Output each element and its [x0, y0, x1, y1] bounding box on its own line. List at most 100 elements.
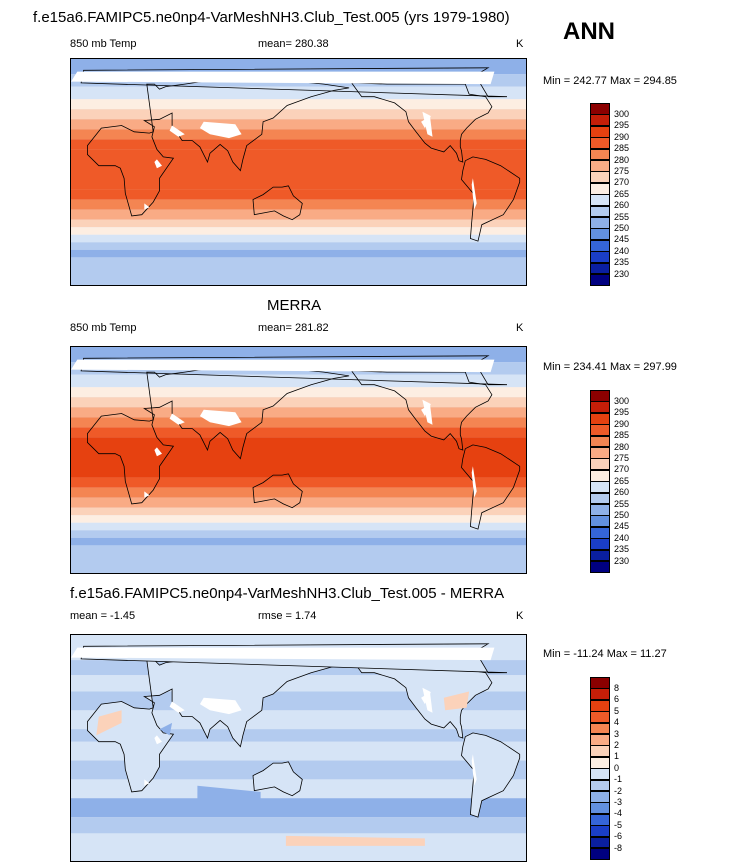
coastline-australia [252, 473, 303, 509]
season-label: ANN [563, 18, 615, 45]
field-band [71, 129, 526, 140]
topography-mask [471, 754, 477, 786]
field-band [71, 530, 526, 538]
colorbar-box [590, 390, 610, 402]
field-band [71, 374, 526, 388]
colorbar-tick-label: 275 [614, 452, 630, 463]
topography-mask [422, 687, 433, 713]
field-band [71, 522, 526, 531]
panel-2-variable: 850 mb Temp [70, 322, 137, 334]
panel-2-minmax: Min = 234.41 Max = 297.99 [543, 361, 677, 373]
panel-1-variable: 850 mb Temp [70, 38, 137, 50]
colorbar-tick-label: 265 [614, 475, 630, 486]
topography-mask [199, 121, 242, 139]
field-band [71, 477, 526, 488]
colorbar-tick-label: -4 [614, 808, 623, 819]
panel-3-title: f.e15a6.FAMIPC5.ne0np4-VarMeshNH3.Club_T… [70, 585, 505, 602]
coastline-namerica [350, 370, 493, 451]
colorbar-box [590, 251, 610, 264]
field-band [71, 507, 526, 516]
colorbar-box [590, 458, 610, 471]
field-band [71, 537, 526, 546]
panel-1-units: K [516, 38, 524, 50]
colorbar-box [590, 137, 610, 150]
topography-mask [71, 647, 495, 661]
field-band [71, 189, 526, 200]
field-band [71, 234, 526, 243]
colorbar-tick-label: -1 [614, 774, 623, 785]
colorbar-box [590, 813, 610, 826]
field-band [71, 109, 526, 120]
colorbar-box [590, 492, 610, 505]
colorbar-tick-label: 285 [614, 143, 630, 154]
field-band [71, 417, 526, 428]
colorbar-box [590, 103, 610, 115]
colorbar-box [590, 239, 610, 252]
colorbar-box [590, 125, 610, 138]
coastline-australia [252, 185, 303, 221]
warm-anomaly [443, 691, 470, 711]
colorbar-box [590, 677, 610, 689]
colorbar-box [590, 182, 610, 195]
colorbar-box [590, 274, 610, 286]
colorbar-tick-label: 280 [614, 441, 630, 452]
warm-anomaly [96, 710, 122, 736]
colorbar-box [590, 469, 610, 482]
colorbar-box [590, 699, 610, 712]
colorbar-box [590, 561, 610, 573]
colorbar-box [590, 711, 610, 724]
colorbar-box [590, 526, 610, 539]
colorbar-tick-label: 275 [614, 165, 630, 176]
field-band [71, 249, 526, 258]
field-band [71, 139, 526, 150]
colorbar-tick-label: 230 [614, 555, 630, 566]
field-band [71, 347, 526, 363]
panel-1-mean: mean= 280.38 [258, 38, 329, 50]
panel-2-title: MERRA [267, 297, 322, 314]
colorbar-box [590, 481, 610, 494]
colorbar-box [590, 779, 610, 792]
colorbar-tick-label: 260 [614, 200, 630, 211]
colorbar-tick-label: 245 [614, 234, 630, 245]
colorbar-box [590, 401, 610, 414]
field-band [71, 487, 526, 498]
topography-mask [422, 111, 433, 137]
topography-mask [199, 409, 242, 427]
colorbar-tick-label: 245 [614, 521, 630, 532]
coastline-samerica [461, 732, 521, 818]
field-band [71, 497, 526, 508]
topography-mask [154, 447, 162, 457]
colorbar-tick-label: 5 [614, 705, 620, 716]
colorbar-box [590, 549, 610, 562]
field-band [71, 397, 526, 408]
coastline-samerica [461, 156, 521, 242]
colorbar-tick-label: 255 [614, 498, 630, 509]
coastline-namerica [350, 82, 493, 163]
field-band [71, 515, 526, 523]
colorbar-box [590, 802, 610, 815]
topography-mask [199, 697, 242, 715]
colorbar-tick-label: 4 [614, 717, 620, 728]
colorbar-box [590, 114, 610, 127]
field-band [71, 257, 526, 285]
colorbar-box [590, 722, 610, 735]
colorbar-box [590, 447, 610, 459]
panel-2-units: K [516, 322, 524, 334]
panel-1-map [70, 58, 527, 286]
topography-mask [169, 413, 185, 425]
topography-mask [71, 359, 495, 373]
colorbar-box [590, 825, 610, 838]
topography-mask [471, 178, 477, 210]
field-band [71, 427, 526, 438]
field-band [71, 86, 526, 100]
topography-mask [422, 399, 433, 425]
panel-3-rmse: rmse = 1.74 [258, 610, 317, 622]
panel-3-map [70, 634, 527, 862]
colorbar-box [590, 745, 610, 758]
colorbar-box [590, 228, 610, 241]
warm-anomaly [285, 835, 425, 846]
colorbar-box [590, 848, 610, 860]
topography-mask [144, 491, 150, 498]
field-band [71, 387, 526, 398]
field-band [71, 729, 526, 742]
